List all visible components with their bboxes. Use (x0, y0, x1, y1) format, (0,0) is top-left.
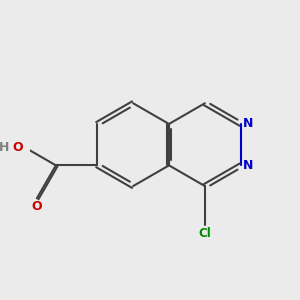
Text: N: N (243, 159, 253, 172)
Text: N: N (243, 117, 253, 130)
Text: Cl: Cl (199, 227, 211, 240)
Text: H: H (0, 141, 10, 154)
Text: O: O (32, 200, 42, 214)
Text: O: O (12, 141, 23, 154)
